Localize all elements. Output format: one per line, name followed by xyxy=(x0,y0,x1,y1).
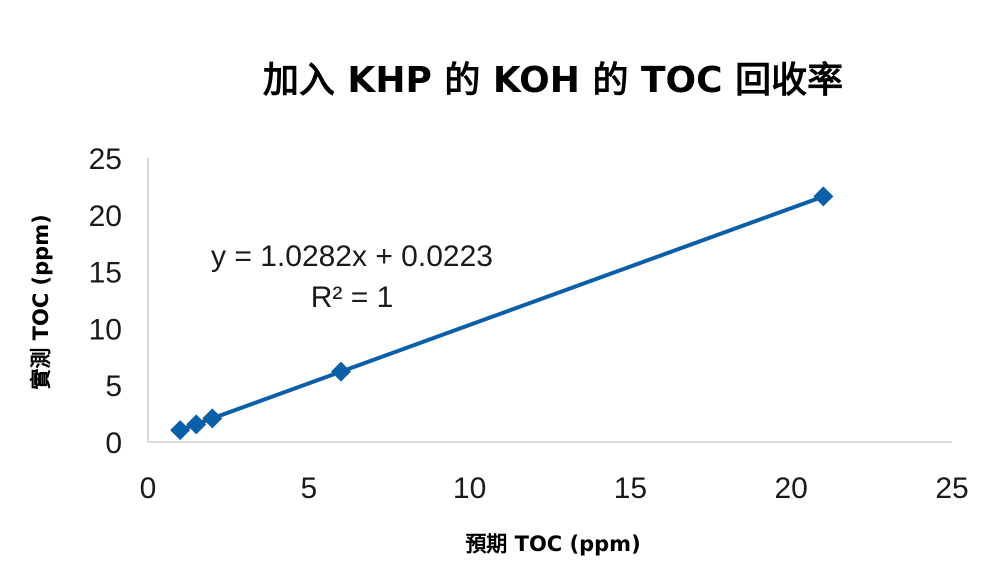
y-tick-label: 20 xyxy=(89,200,122,233)
x-tick-label: 15 xyxy=(614,472,647,505)
x-tick-label: 5 xyxy=(300,472,317,505)
chart-title: 加入 KHP 的 KOH 的 TOC 回收率 xyxy=(263,60,843,101)
x-tick-label: 20 xyxy=(775,472,808,505)
y-axis-label: 實測 TOC (ppm) xyxy=(29,214,53,389)
y-tick-label: 5 xyxy=(105,370,122,403)
y-tick-label: 15 xyxy=(89,257,122,290)
data-point xyxy=(186,414,207,435)
r-squared-label: R² = 1 xyxy=(311,281,394,314)
y-tick-labels: 0 5 10 15 20 25 xyxy=(89,143,122,460)
x-tick-labels: 0 5 10 15 20 25 xyxy=(140,472,969,505)
data-points xyxy=(170,186,834,441)
x-tick-label: 25 xyxy=(935,472,968,505)
data-point xyxy=(330,361,351,382)
y-tick-label: 25 xyxy=(89,143,122,176)
data-point xyxy=(813,186,834,207)
trendline xyxy=(179,194,825,432)
data-point xyxy=(202,408,223,429)
axes xyxy=(147,158,952,443)
data-point xyxy=(170,420,191,441)
trendline-equation: y = 1.0282x + 0.0223 xyxy=(211,240,493,273)
y-tick-label: 10 xyxy=(89,313,122,346)
x-tick-label: 10 xyxy=(453,472,486,505)
y-tick-label: 0 xyxy=(105,427,122,460)
x-axis-label: 預期 TOC (ppm) xyxy=(465,532,640,556)
x-tick-label: 0 xyxy=(140,472,157,505)
